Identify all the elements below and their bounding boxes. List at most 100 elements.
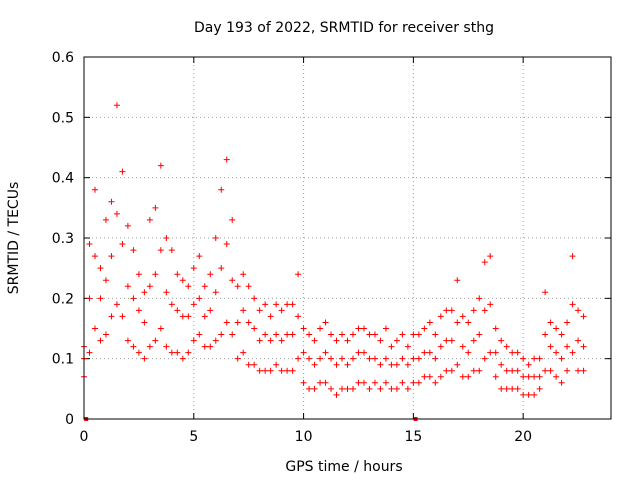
- data-point: [179, 355, 186, 362]
- data-point: [119, 313, 126, 320]
- data-point: [108, 253, 115, 260]
- data-point: [575, 337, 582, 344]
- data-point: [399, 331, 406, 338]
- data-point: [558, 379, 565, 386]
- data-point: [404, 343, 411, 350]
- data-point: [470, 307, 477, 314]
- data-point: [454, 319, 461, 326]
- data-point: [317, 325, 324, 332]
- data-point: [366, 355, 373, 362]
- data-point: [284, 367, 291, 374]
- data-point: [470, 337, 477, 344]
- data-point: [492, 325, 499, 332]
- data-point: [487, 349, 494, 356]
- data-point: [393, 361, 400, 368]
- data-point: [432, 331, 439, 338]
- y-tick-label: 0.6: [52, 50, 74, 66]
- data-point: [514, 385, 521, 392]
- data-point: [443, 337, 450, 344]
- data-point: [240, 349, 247, 356]
- data-point: [218, 265, 225, 272]
- data-point: [256, 337, 263, 344]
- data-point: [284, 331, 291, 338]
- data-point: [393, 385, 400, 392]
- data-point: [113, 210, 120, 217]
- data-point: [229, 331, 236, 338]
- data-point: [443, 367, 450, 374]
- data-point: [498, 385, 505, 392]
- y-tick-label: 0.1: [52, 352, 74, 368]
- data-point: [146, 343, 153, 350]
- y-axis-title: SRMTID / TECUs: [6, 182, 22, 295]
- data-point: [564, 343, 571, 350]
- y-tick-label: 0.2: [52, 291, 74, 307]
- data-point: [503, 385, 510, 392]
- data-point: [404, 361, 411, 368]
- data-point: [207, 307, 214, 314]
- data-point: [366, 331, 373, 338]
- data-point: [339, 355, 346, 362]
- data-point: [289, 301, 296, 308]
- data-point: [179, 313, 186, 320]
- data-point: [481, 259, 488, 266]
- data-point: [306, 355, 313, 362]
- data-point: [212, 289, 219, 296]
- data-point: [454, 361, 461, 368]
- data-point: [536, 373, 543, 380]
- x-tick-label: 5: [189, 429, 198, 445]
- data-point: [141, 355, 148, 362]
- data-point: [278, 307, 285, 314]
- data-point: [300, 379, 307, 386]
- data-point: [130, 247, 137, 254]
- data-point: [174, 271, 181, 278]
- data-point: [157, 247, 164, 254]
- data-point: [547, 367, 554, 374]
- data-point: [201, 283, 208, 290]
- data-point: [97, 265, 104, 272]
- data-point: [498, 361, 505, 368]
- data-point: [443, 307, 450, 314]
- data-point: [339, 385, 346, 392]
- data-point: [421, 373, 428, 380]
- data-point: [251, 361, 258, 368]
- data-point: [410, 331, 417, 338]
- data-point: [273, 331, 280, 338]
- data-point: [580, 313, 587, 320]
- data-point: [86, 241, 93, 248]
- data-point: [152, 204, 159, 211]
- data-point: [520, 373, 527, 380]
- data-point: [201, 343, 208, 350]
- data-point: [531, 355, 538, 362]
- data-point: [284, 301, 291, 308]
- data-point: [311, 385, 318, 392]
- x-axis-title: GPS time / hours: [285, 459, 402, 475]
- data-point: [135, 307, 142, 314]
- data-point: [174, 349, 181, 356]
- data-point: [289, 331, 296, 338]
- data-point: [542, 331, 549, 338]
- data-point: [300, 325, 307, 332]
- data-point: [119, 241, 126, 248]
- data-point: [459, 313, 466, 320]
- data-point: [349, 355, 356, 362]
- data-point: [102, 216, 109, 223]
- data-point: [240, 307, 247, 314]
- data-point: [157, 162, 164, 169]
- data-point: [212, 337, 219, 344]
- data-point: [124, 222, 131, 229]
- data-point: [102, 331, 109, 338]
- data-point: [459, 373, 466, 380]
- data-point: [152, 337, 159, 344]
- data-point: [196, 331, 203, 338]
- data-point: [360, 325, 367, 332]
- data-point: [569, 301, 576, 308]
- data-point: [558, 355, 565, 362]
- data-point: [360, 379, 367, 386]
- data-point: [179, 277, 186, 284]
- data-point: [465, 349, 472, 356]
- data-point: [218, 331, 225, 338]
- data-point: [86, 295, 93, 302]
- data-point: [251, 325, 258, 332]
- data-point: [382, 355, 389, 362]
- data-point: [377, 361, 384, 368]
